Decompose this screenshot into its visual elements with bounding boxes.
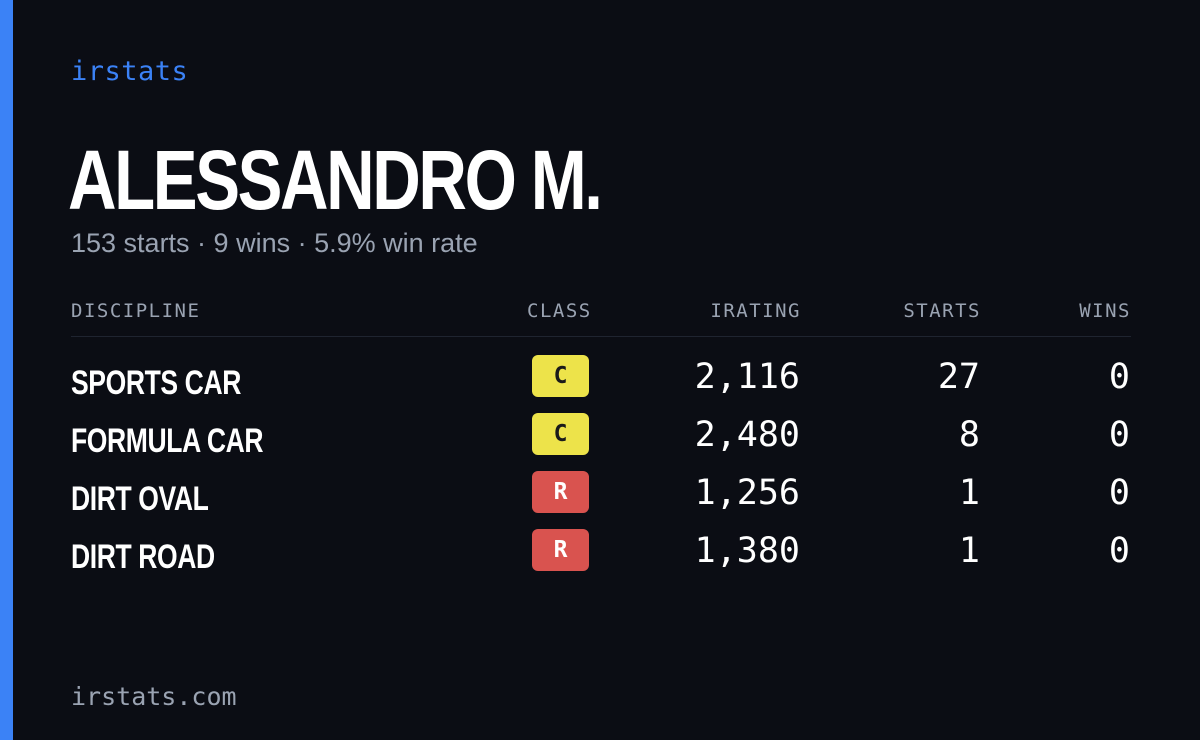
header-wins: WINS xyxy=(1079,300,1131,322)
header-class: CLASS xyxy=(527,300,592,322)
wins-value: 0 xyxy=(1108,531,1130,571)
starts-value: 27 xyxy=(937,357,980,397)
class-badge: C xyxy=(532,355,589,397)
class-badge: R xyxy=(532,529,589,571)
discipline-table: DISCIPLINE CLASS IRATING STARTS WINS SPO… xyxy=(71,296,1131,585)
wins-value: 0 xyxy=(1108,357,1130,397)
discipline-name: DIRT OVAL xyxy=(71,480,209,518)
brand-logo: irstats xyxy=(71,56,189,87)
footer-url: irstats.com xyxy=(71,682,237,711)
table-row: FORMULA CAR C 2,480 8 0 xyxy=(71,411,1131,469)
driver-summary: 153 starts · 9 wins · 5.9% win rate xyxy=(71,228,478,258)
discipline-name: SPORTS CAR xyxy=(71,364,241,402)
table-row: SPORTS CAR C 2,116 27 0 xyxy=(71,353,1131,411)
starts-value: 1 xyxy=(958,473,980,513)
table-header: DISCIPLINE CLASS IRATING STARTS WINS xyxy=(71,296,1131,337)
discipline-name: DIRT ROAD xyxy=(71,538,215,576)
accent-bar xyxy=(0,0,13,740)
header-starts: STARTS xyxy=(903,300,981,322)
class-badge: C xyxy=(532,413,589,455)
table-body: SPORTS CAR C 2,116 27 0 FORMULA CAR C 2,… xyxy=(71,337,1131,585)
table-row: DIRT ROAD R 1,380 1 0 xyxy=(71,527,1131,585)
irating-value: 2,116 xyxy=(694,357,800,397)
wins-value: 0 xyxy=(1108,415,1130,455)
starts-value: 1 xyxy=(958,531,980,571)
irating-value: 1,380 xyxy=(694,531,800,571)
header-discipline: DISCIPLINE xyxy=(71,300,201,322)
driver-name: ALESSANDRO M. xyxy=(68,133,603,227)
table-row: DIRT OVAL R 1,256 1 0 xyxy=(71,469,1131,527)
irating-value: 1,256 xyxy=(694,473,800,513)
class-badge: R xyxy=(532,471,589,513)
starts-value: 8 xyxy=(958,415,980,455)
header-irating: IRATING xyxy=(710,300,801,322)
irating-value: 2,480 xyxy=(694,415,800,455)
wins-value: 0 xyxy=(1108,473,1130,513)
discipline-name: FORMULA CAR xyxy=(71,422,264,460)
